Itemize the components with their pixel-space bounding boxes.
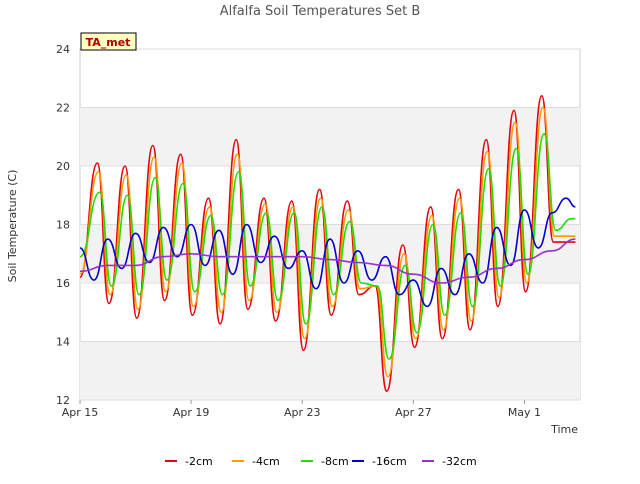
series-lines	[79, 95, 576, 392]
y-axis-label: Soil Temperature (C)	[6, 170, 19, 283]
series-line-8cm	[79, 133, 576, 360]
x-tick-label: Apr 19	[173, 406, 210, 419]
x-axis-label: Time	[550, 423, 578, 436]
x-tick-label: May 1	[508, 406, 541, 419]
y-tick-label: 22	[56, 102, 70, 115]
y-tick-label: 12	[56, 394, 70, 407]
station-badge-label: TA_met	[86, 36, 131, 49]
y-tick-label: 24	[56, 43, 70, 56]
series-line-32cm	[79, 238, 576, 284]
y-tick-label: 18	[56, 219, 70, 232]
y-tick-label: 16	[56, 277, 70, 290]
station-badge: TA_met	[80, 32, 137, 51]
legend-label: -8cm	[321, 455, 349, 468]
legend-label: -32cm	[442, 455, 477, 468]
legend-label: -16cm	[372, 455, 407, 468]
x-tick-label: Apr 23	[284, 406, 321, 419]
series-line-4cm	[79, 106, 576, 378]
x-tick-label: Apr 15	[62, 406, 99, 419]
x-axis-ticks: Apr 15 Apr 19 Apr 23 Apr 27 May 1	[62, 400, 541, 419]
series-line-16cm	[79, 197, 576, 308]
grid-band	[80, 107, 580, 166]
y-axis-ticks: 12 14 16 18 20 22 24	[56, 43, 70, 407]
x-tick-label: Apr 27	[395, 406, 432, 419]
grid-band	[80, 341, 580, 400]
legend-label: -2cm	[185, 455, 213, 468]
y-tick-label: 14	[56, 336, 70, 349]
legend: -2cm -4cm -8cm -16cm -32cm	[165, 455, 477, 468]
legend-label: -4cm	[252, 455, 280, 468]
chart-title: Alfalfa Soil Temperatures Set B	[220, 4, 421, 19]
y-tick-label: 20	[56, 160, 70, 173]
